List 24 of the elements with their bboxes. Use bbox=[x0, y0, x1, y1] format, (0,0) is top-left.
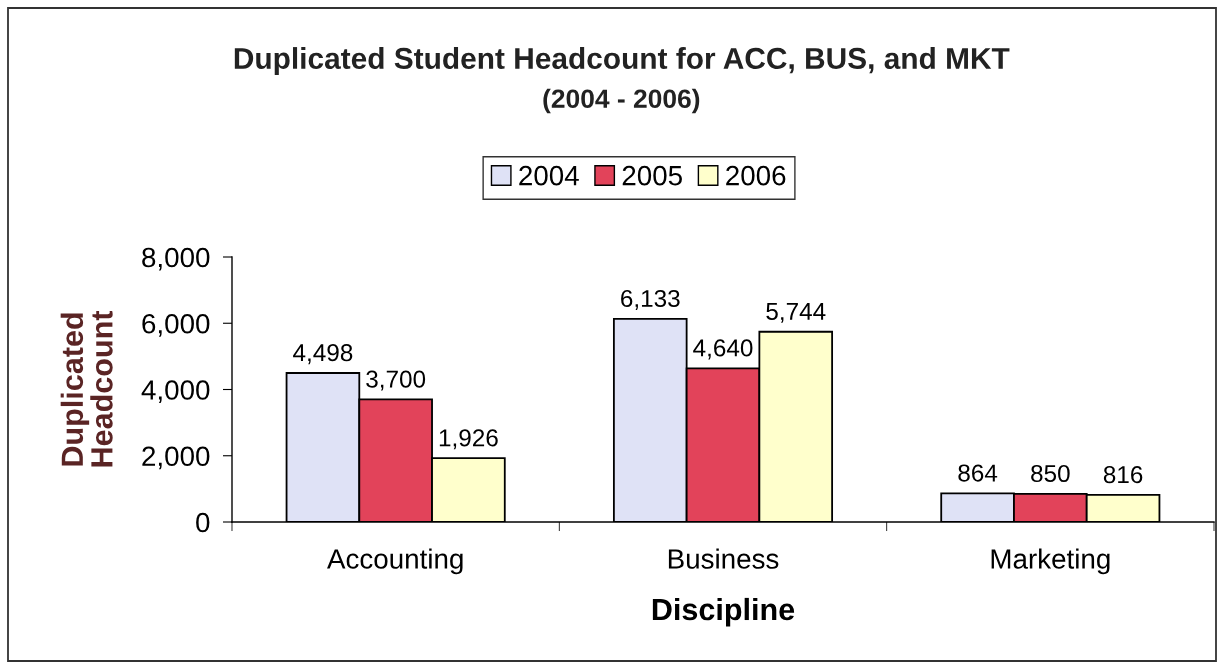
x-axis-title: Discipline bbox=[652, 597, 795, 627]
legend-label: 2004 bbox=[519, 165, 579, 186]
x-tick-label: Accounting bbox=[327, 548, 463, 575]
data-label: 6,133 bbox=[621, 289, 680, 310]
legend-label: 2005 bbox=[622, 165, 682, 186]
data-label: 1,926 bbox=[439, 429, 498, 450]
y-tick-label: 2,000 bbox=[142, 446, 210, 470]
data-label: 5,744 bbox=[766, 303, 826, 323]
y-tick-label: 0 bbox=[196, 512, 210, 533]
legend-label: 2006 bbox=[726, 165, 786, 186]
y-tick-label: 8,000 bbox=[142, 247, 210, 271]
y-tick-label: 4,000 bbox=[141, 380, 210, 404]
chart-subtitle: (2004 - 2006) bbox=[543, 88, 700, 114]
x-tick-label: Marketing bbox=[991, 548, 1110, 575]
chart-title: Duplicated Student Headcount for ACC, BUS, and MKT bbox=[234, 47, 1010, 75]
data-label: 4,640 bbox=[693, 339, 753, 360]
data-label: 4,498 bbox=[293, 344, 353, 365]
x-tick-label: Business bbox=[668, 548, 779, 569]
data-label: 850 bbox=[1031, 464, 1070, 483]
data-label: 864 bbox=[958, 464, 998, 482]
y-tick-label: 6,000 bbox=[142, 313, 210, 337]
data-label: 816 bbox=[1103, 466, 1143, 484]
y-axis-title: Duplicated Headcount bbox=[60, 310, 113, 467]
data-label: 3,700 bbox=[366, 370, 426, 391]
